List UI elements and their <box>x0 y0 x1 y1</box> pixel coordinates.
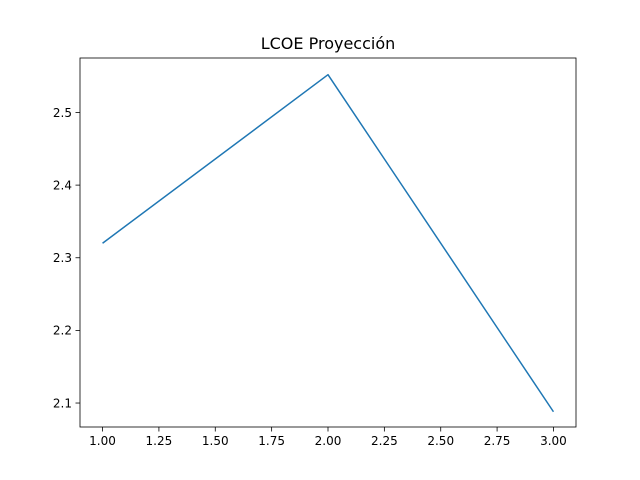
x-tick-label: 2.50 <box>427 434 454 448</box>
x-tick-label: 1.50 <box>202 434 229 448</box>
x-tick-label: 3.00 <box>540 434 567 448</box>
x-tick-label: 2.00 <box>315 434 342 448</box>
series-layer <box>102 73 555 413</box>
x-tick-label: 1.75 <box>258 434 285 448</box>
series-line-0 <box>102 73 555 413</box>
x-tick-label: 1.00 <box>89 434 116 448</box>
x-tick-label: 1.25 <box>146 434 173 448</box>
y-tick-label: 2.2 <box>53 324 72 338</box>
x-tick-label: 2.25 <box>371 434 398 448</box>
x-tick-label: 2.75 <box>484 434 511 448</box>
y-tick-label: 2.1 <box>53 396 72 410</box>
y-axis: 2.1 2.2 2.3 2.4 2.5 <box>53 106 80 410</box>
y-tick-label: 2.4 <box>53 178 72 192</box>
y-tick-label: 2.5 <box>53 106 72 120</box>
chart-title: LCOE Proyección <box>261 34 396 53</box>
x-axis: 1.00 1.25 1.50 1.75 2.00 2.25 2.50 2.75 3.00 <box>89 427 567 448</box>
y-tick-label: 2.3 <box>53 251 72 265</box>
